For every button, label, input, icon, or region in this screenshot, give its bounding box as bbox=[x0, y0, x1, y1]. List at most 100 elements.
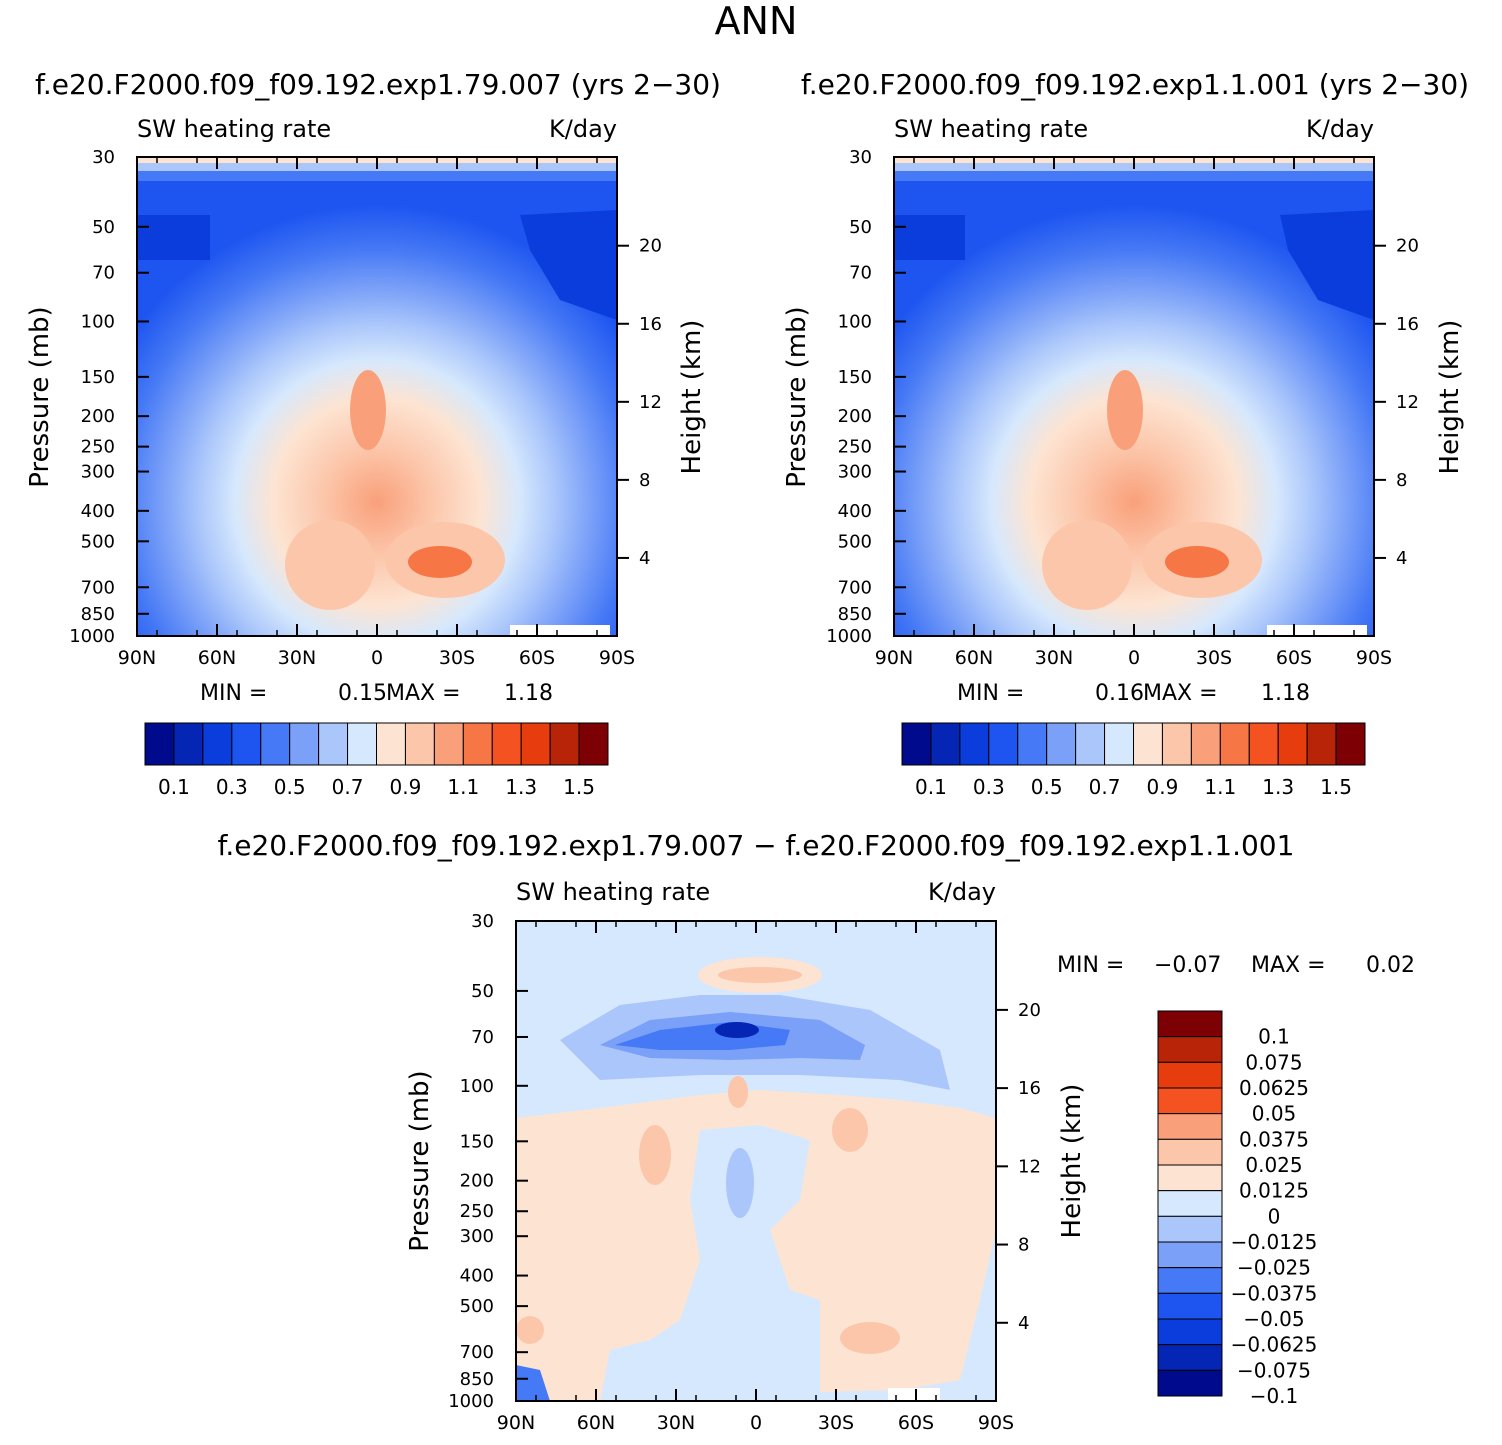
y-tick-label: 150 bbox=[838, 367, 872, 388]
colorbar-box bbox=[1157, 1190, 1223, 1217]
colorbar-label: −0.05 bbox=[1243, 1307, 1304, 1331]
y2-axis-label: Height (km) bbox=[1057, 1084, 1087, 1239]
y-tick-label: 150 bbox=[460, 1131, 494, 1152]
colorbar-box bbox=[1157, 1138, 1223, 1166]
y-tick-label: 700 bbox=[460, 1342, 494, 1363]
y-tick-label: 400 bbox=[838, 501, 872, 522]
colorbar-label: 1.3 bbox=[505, 775, 537, 799]
y-tick-label: 200 bbox=[81, 406, 115, 427]
y-tick-label: 70 bbox=[92, 263, 115, 284]
colorbar-label: 0.3 bbox=[973, 775, 1005, 799]
colorbar-box bbox=[1075, 722, 1106, 766]
y2-tick-label: 4 bbox=[1018, 1313, 1029, 1334]
colorbar-box bbox=[1157, 1267, 1223, 1294]
colorbar-box bbox=[318, 722, 349, 766]
colorbar-box bbox=[1248, 722, 1279, 766]
min-value: −0.07 bbox=[1154, 953, 1221, 978]
y-tick-label: 300 bbox=[460, 1226, 494, 1247]
max-value: 0.02 bbox=[1366, 953, 1415, 978]
y-tick-label: 100 bbox=[81, 311, 115, 332]
colorbar-box bbox=[1190, 722, 1221, 766]
colorbar-label: 0.1 bbox=[158, 775, 190, 799]
colorbar-box bbox=[1161, 722, 1192, 766]
contour-field bbox=[894, 157, 1374, 636]
x-tick-label: 60N bbox=[198, 647, 236, 669]
colorbar-label: −0.075 bbox=[1237, 1358, 1311, 1382]
y2-tick-label: 8 bbox=[639, 470, 650, 491]
panel-case2: f.e20.F2000.f09_f09.192.exp1.1.001 (yrs … bbox=[782, 68, 1469, 799]
colorbar-box bbox=[376, 722, 406, 766]
colorbar-box bbox=[549, 722, 580, 766]
x-tick-label: 90N bbox=[497, 1412, 535, 1434]
colorbar-label: 1.3 bbox=[1262, 775, 1294, 799]
colorbar: 0.1 0.3 0.5 0.7 0.9 1.1 1.3 1.5 bbox=[901, 722, 1366, 799]
min-label: MIN = bbox=[957, 681, 1024, 706]
colorbar: 0.10.0750.06250.050.03750.0250.01250−0.0… bbox=[1157, 1010, 1318, 1408]
colorbar-label: 1.5 bbox=[563, 775, 595, 799]
x-tick-label: 60S bbox=[1276, 647, 1312, 669]
colorbar-box bbox=[988, 722, 1019, 766]
x-tick-label: 90N bbox=[118, 647, 156, 669]
x-tick-label: 30N bbox=[1035, 647, 1073, 669]
y-tick-label: 1000 bbox=[826, 626, 872, 647]
colorbar-label: 0.5 bbox=[274, 775, 306, 799]
y2-tick-label: 20 bbox=[1396, 236, 1419, 257]
colorbar-label: 1.1 bbox=[447, 775, 479, 799]
colorbar-label: −0.025 bbox=[1237, 1256, 1311, 1280]
y-tick-label: 850 bbox=[460, 1369, 494, 1390]
x-tick-label: 30S bbox=[818, 1412, 854, 1434]
y-tick-label: 700 bbox=[838, 577, 872, 598]
y2-tick-label: 4 bbox=[1396, 548, 1407, 569]
colorbar-box bbox=[491, 722, 522, 766]
colorbar-label: 0.7 bbox=[1089, 775, 1121, 799]
min-value: 0.15 bbox=[338, 681, 387, 706]
colorbar-label: −0.0625 bbox=[1231, 1333, 1318, 1357]
colorbar-label: 1.5 bbox=[1320, 775, 1352, 799]
y-tick-label: 300 bbox=[838, 462, 872, 483]
x-tick-label: 90N bbox=[875, 647, 913, 669]
y2-tick-label: 20 bbox=[639, 236, 662, 257]
x-tick-label: 30S bbox=[439, 647, 475, 669]
y-tick-label: 400 bbox=[81, 501, 115, 522]
colorbar-box bbox=[930, 722, 961, 766]
colorbar-box bbox=[289, 722, 320, 766]
panel-case1: f.e20.F2000.f09_f09.192.exp1.79.007 (yrs… bbox=[25, 68, 721, 799]
y-axis-label: Pressure (mb) bbox=[405, 1070, 435, 1251]
y-tick-label: 400 bbox=[460, 1266, 494, 1287]
y-axis-label: Pressure (mb) bbox=[25, 306, 55, 487]
colorbar-box bbox=[144, 722, 175, 766]
y-tick-label: 30 bbox=[471, 911, 494, 932]
colorbar-label: 0.5 bbox=[1031, 775, 1063, 799]
max-value: 1.18 bbox=[1261, 681, 1310, 706]
y-tick-label: 1000 bbox=[69, 626, 115, 647]
x-tick-label: 60N bbox=[577, 1412, 615, 1434]
max-label: MAX = bbox=[386, 681, 461, 706]
y2-axis-label: Height (km) bbox=[677, 320, 707, 475]
main-title: ANN bbox=[715, 0, 798, 43]
variable-title: SW heating rate bbox=[894, 115, 1088, 143]
y-tick-label: 700 bbox=[81, 577, 115, 598]
colorbar-box bbox=[202, 722, 233, 766]
colorbar-box bbox=[578, 722, 609, 766]
colorbar-box bbox=[1157, 1087, 1223, 1115]
y-tick-label: 500 bbox=[460, 1296, 494, 1317]
colorbar-label: 0.9 bbox=[390, 775, 422, 799]
colorbar-box bbox=[433, 722, 464, 766]
units-title: K/day bbox=[928, 878, 996, 906]
y-tick-label: 200 bbox=[838, 406, 872, 427]
min-label: MIN = bbox=[200, 681, 267, 706]
case-title: f.e20.F2000.f09_f09.192.exp1.79.007 (yrs… bbox=[35, 68, 721, 101]
y-tick-label: 1000 bbox=[448, 1391, 494, 1412]
colorbar-label: 0.1 bbox=[1258, 1025, 1290, 1049]
colorbar-box bbox=[901, 722, 932, 766]
x-axis: 90N 60N 30N 0 30S 60S 90S bbox=[497, 921, 1014, 1434]
panel-difference: f.e20.F2000.f09_f09.192.exp1.79.007 − f.… bbox=[218, 829, 1415, 1434]
y-tick-label: 70 bbox=[849, 263, 872, 284]
y2-axis: 20 16 12 8 4 bbox=[996, 1000, 1041, 1334]
y-tick-label: 500 bbox=[81, 531, 115, 552]
x-tick-label: 30N bbox=[657, 1412, 695, 1434]
colorbar-label: 0.7 bbox=[332, 775, 364, 799]
y-tick-label: 250 bbox=[81, 437, 115, 458]
colorbar: 0.1 0.3 0.5 0.7 0.9 1.1 1.3 1.5 bbox=[144, 722, 609, 799]
